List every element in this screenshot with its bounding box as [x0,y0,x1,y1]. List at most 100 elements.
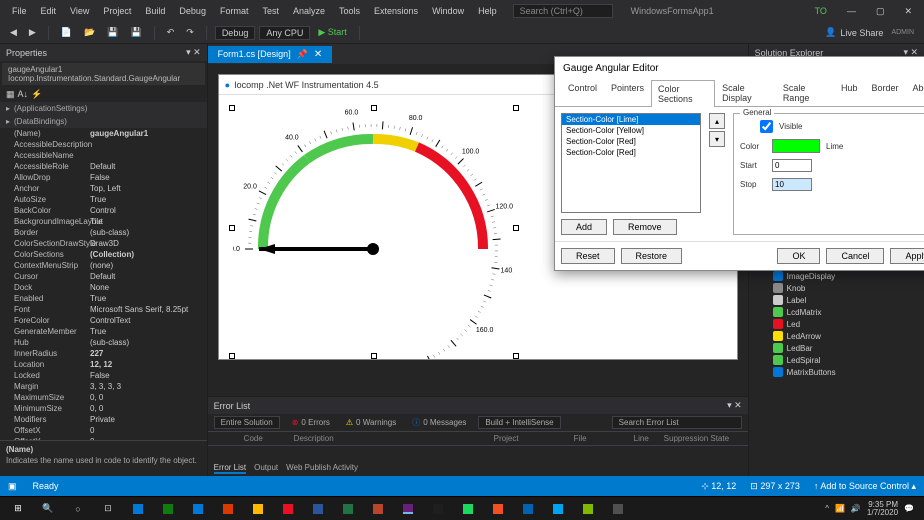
ok-button[interactable]: OK [777,248,820,264]
window-minimize-icon[interactable]: — [841,4,862,18]
section-list-item[interactable]: Section-Color [Red] [562,147,700,158]
taskbar-app[interactable] [394,498,422,520]
visible-checkbox[interactable] [760,120,773,133]
taskbar-app[interactable] [424,498,452,520]
document-tab[interactable]: Form1.cs [Design] 📌 ✕ [208,46,333,63]
menu-item[interactable]: Analyze [287,4,331,18]
nav-back-icon[interactable]: ◀ [6,25,21,40]
property-row[interactable]: MaximumSize0, 0 [0,392,207,403]
alphabetical-icon[interactable]: A↓ [18,89,29,100]
panel-menu-icon[interactable]: ▾ ✕ [727,400,742,411]
menu-item[interactable]: Tools [333,4,366,18]
messages-filter[interactable]: ⓘ 0 Messages [408,416,470,429]
reset-button[interactable]: Reset [561,248,615,264]
property-row[interactable]: AccessibleDescription [0,139,207,150]
cancel-button[interactable]: Cancel [826,248,884,264]
prop-section[interactable]: ▸ (DataBindings) [0,115,207,128]
property-row[interactable]: OffsetX0 [0,425,207,436]
menu-item[interactable]: Help [472,4,503,18]
property-row[interactable]: (Name)gaugeAngular1 [0,128,207,139]
scope-combo[interactable]: Entire Solution [214,416,280,429]
tab-pointers[interactable]: Pointers [604,79,651,106]
taskbar-app[interactable] [184,498,212,520]
tree-item[interactable]: LedSpiral [749,354,924,366]
tab-about[interactable]: About [905,79,924,106]
live-share-button[interactable]: 👤 Live Share [825,27,883,38]
tab-scale-range[interactable]: Scale Range [776,79,834,106]
property-row[interactable]: Border(sub-class) [0,227,207,238]
properties-selector[interactable]: gaugeAngular1 Iocomp.Instrumentation.Sta… [2,63,205,85]
property-row[interactable]: BackColorControl [0,205,207,216]
property-row[interactable]: AutoSizeTrue [0,194,207,205]
tray-volume-icon[interactable]: 🔊 [851,504,861,513]
taskbar-app[interactable] [334,498,362,520]
errors-filter[interactable]: ⊗ 0 Errors [288,417,334,428]
menu-item[interactable]: File [6,4,33,18]
restore-button[interactable]: Restore [621,248,683,264]
tree-item[interactable]: ImageDisplay [749,270,924,282]
task-view-icon[interactable]: ⊡ [94,498,122,520]
property-row[interactable]: BackgroundImageLayoutTile [0,216,207,227]
tab-hub[interactable]: Hub [834,79,865,106]
taskbar-app[interactable] [244,498,272,520]
taskbar-app[interactable] [214,498,242,520]
open-icon[interactable]: 📂 [80,25,99,40]
save-icon[interactable]: 💾 [103,25,122,40]
property-row[interactable]: GenerateMemberTrue [0,326,207,337]
taskbar-app[interactable] [454,498,482,520]
error-search[interactable]: Search Error List [612,416,742,429]
menu-item[interactable]: Window [426,4,470,18]
action-center-icon[interactable]: 💬 [904,504,914,513]
end-input[interactable] [772,178,812,191]
redo-icon[interactable]: ↷ [182,25,198,40]
tab-scale-display[interactable]: Scale Display [715,79,776,106]
color-picker[interactable] [772,139,820,153]
cortana-icon[interactable]: ○ [64,498,92,520]
property-row[interactable]: ContextMenuStrip(none) [0,260,207,271]
tray-network-icon[interactable]: 📶 [835,504,845,513]
categorized-icon[interactable]: ▦ [6,89,15,100]
properties-grid[interactable]: ▸ (ApplicationSettings) ▸ (DataBindings)… [0,102,207,440]
tree-item[interactable]: LcdMatrix [749,306,924,318]
menu-item[interactable]: Format [214,4,255,18]
move-up-icon[interactable]: ▴ [709,113,725,129]
error-list-columns[interactable]: Code Description Project File Line Suppr… [208,432,748,446]
section-list-item[interactable]: Section-Color [Lime] [562,114,700,125]
tab-output[interactable]: Output [254,463,278,474]
nav-forward-icon[interactable]: ▶ [25,25,40,40]
start-button[interactable]: ▶ Start [314,25,350,40]
taskbar-app[interactable] [154,498,182,520]
search-icon[interactable]: 🔍 [34,498,62,520]
pin-icon[interactable]: 📌 [297,49,308,60]
property-row[interactable]: ForeColorControlText [0,315,207,326]
menu-item[interactable]: Extensions [368,4,424,18]
menu-item[interactable]: Debug [173,4,212,18]
quick-search[interactable]: Search (Ctrl+Q) [513,4,613,18]
apply-button[interactable]: Apply [890,248,924,264]
property-row[interactable]: AnchorTop, Left [0,183,207,194]
new-icon[interactable]: 📄 [57,25,76,40]
config-combo[interactable]: Debug [215,26,256,40]
tray-date[interactable]: 1/7/2020 [867,509,898,517]
platform-combo[interactable]: Any CPU [259,26,310,40]
property-row[interactable]: MinimumSize0, 0 [0,403,207,414]
tab-border[interactable]: Border [864,79,905,106]
save-all-icon[interactable]: 💾 [127,25,146,40]
property-row[interactable]: EnabledTrue [0,293,207,304]
section-list[interactable]: Section-Color [Lime]Section-Color [Yello… [561,113,701,213]
property-row[interactable]: AllowDropFalse [0,172,207,183]
warnings-filter[interactable]: ⚠ 0 Warnings [342,417,400,428]
property-row[interactable]: AccessibleRoleDefault [0,161,207,172]
gauge-control[interactable]: 0.020.040.060.080.0100.0120.0140.0160.01… [233,109,513,359]
menu-item[interactable]: Edit [35,4,63,18]
tree-item[interactable]: MatrixButtons [749,366,924,378]
menu-item[interactable]: Build [139,4,171,18]
property-row[interactable]: ColorSections(Collection) [0,249,207,260]
property-row[interactable]: ColorSectionDrawStyleDraw3D [0,238,207,249]
close-icon[interactable]: ✕ [921,63,924,74]
undo-icon[interactable]: ↶ [163,25,179,40]
window-close-icon[interactable]: ✕ [898,4,918,19]
property-row[interactable]: FontMicrosoft Sans Serif, 8.25pt [0,304,207,315]
start-button-icon[interactable]: ⊞ [4,498,32,520]
taskbar-app[interactable] [304,498,332,520]
